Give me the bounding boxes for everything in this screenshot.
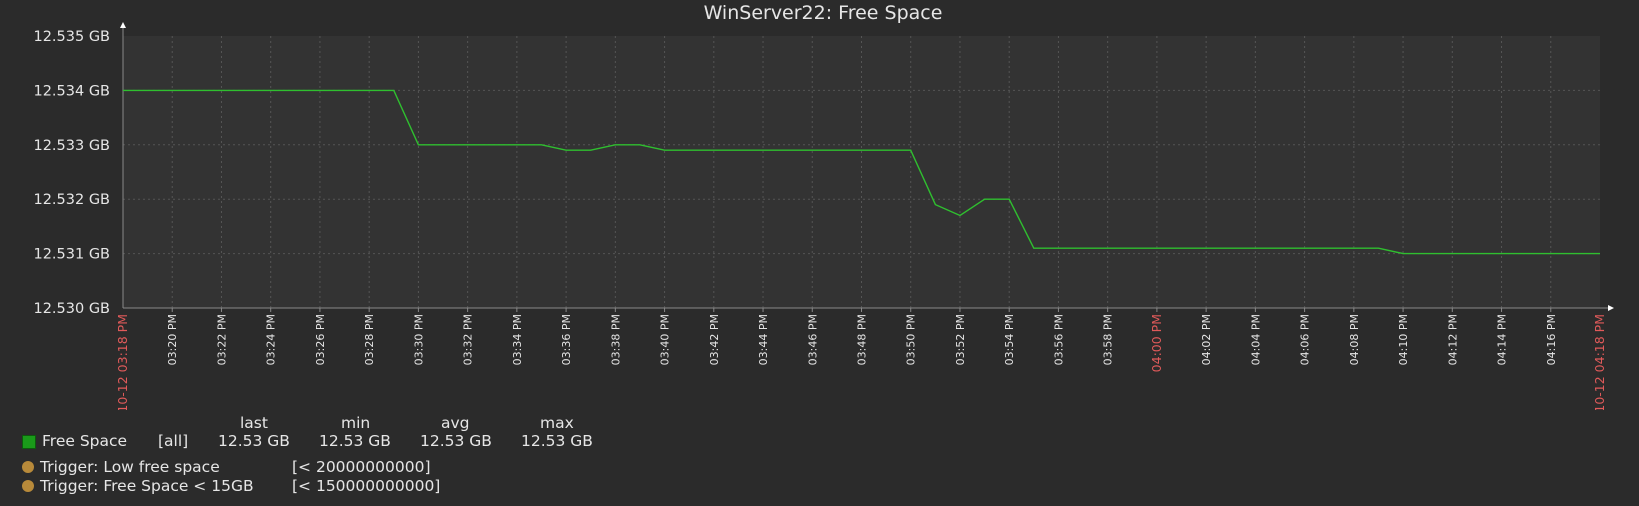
y-tick-label: 12.531 GB xyxy=(33,247,110,263)
x-tick-label: 03:32 PM xyxy=(462,314,475,365)
y-axis-arrow xyxy=(120,22,126,28)
legend-header-min: min xyxy=(341,414,371,432)
x-tick-label: 04:14 PM xyxy=(1496,314,1509,365)
x-tick-label: 03:42 PM xyxy=(708,314,721,365)
x-axis-arrow xyxy=(1608,305,1614,311)
x-tick-label: 04:06 PM xyxy=(1299,314,1312,365)
legend-series-name: Free Space xyxy=(42,432,128,450)
legend-header-last: last xyxy=(240,414,268,432)
x-tick-label: 03:56 PM xyxy=(1052,314,1065,365)
x-tick-label: 03:50 PM xyxy=(905,314,918,365)
trigger-value-free-space-15gb: [< 150000000000] xyxy=(292,477,441,495)
y-tick-label: 12.532 GB xyxy=(33,192,110,208)
legend-header-max: max xyxy=(540,414,574,432)
x-tick-label: 03:58 PM xyxy=(1102,314,1115,365)
trigger-label-low-free-space: Trigger: Low free space xyxy=(40,458,220,476)
legend-series-max: 12.53 GB xyxy=(521,432,593,450)
legend-series-avg: 12.53 GB xyxy=(420,432,492,450)
legend-header-avg: avg xyxy=(441,414,470,432)
y-tick-label: 12.535 GB xyxy=(33,29,110,45)
x-tick-label: 04:16 PM xyxy=(1545,314,1558,365)
trigger-dot-free-space-15gb xyxy=(22,480,34,492)
series-line-free-space xyxy=(123,89,1600,255)
legend-series-min: 12.53 GB xyxy=(319,432,391,450)
x-tick-label: 03:26 PM xyxy=(314,314,327,365)
x-tick-label: 03:54 PM xyxy=(1003,314,1016,365)
x-tick-label: 03:24 PM xyxy=(265,314,278,365)
x-tick-label: 03:44 PM xyxy=(757,314,770,365)
x-tick-label: 04:10 PM xyxy=(1397,314,1410,365)
legend-series-swatch xyxy=(22,435,36,449)
x-tick-label: 03:36 PM xyxy=(560,314,573,365)
x-tick-label: 04:12 PM xyxy=(1446,314,1459,365)
x-tick-label: 03:40 PM xyxy=(659,314,672,365)
trigger-label-free-space-15gb: Trigger: Free Space < 15GB xyxy=(40,477,254,495)
x-tick-label: 03:52 PM xyxy=(954,314,967,365)
y-tick-label: 12.534 GB xyxy=(33,83,110,99)
legend-series-func: [all] xyxy=(158,432,189,450)
x-tick-label: 03:20 PM xyxy=(166,314,179,365)
chart-title: WinServer22: Free Space xyxy=(704,2,943,24)
x-tick-label: 04:08 PM xyxy=(1348,314,1361,365)
legend-series-last: 12.53 GB xyxy=(218,432,290,450)
x-tick-label: 03:28 PM xyxy=(363,314,376,365)
trigger-dot-low-free-space xyxy=(22,461,34,473)
x-tick-label: 03:48 PM xyxy=(856,314,869,365)
free-space-chart: WinServer22: Free Space 12.535 GB 12.534 … xyxy=(33,2,1614,410)
x-tick-label: 03:38 PM xyxy=(609,314,622,365)
x-start-label: 10-12 03:18 PM xyxy=(115,314,130,410)
x-tick-label: 03:34 PM xyxy=(511,314,524,365)
x-tick-label: 03:30 PM xyxy=(412,314,425,365)
y-tick-label: 12.533 GB xyxy=(33,138,110,154)
x-tick-label: 04:02 PM xyxy=(1200,314,1213,365)
x-tick-label: 03:46 PM xyxy=(806,314,819,365)
trigger-value-low-free-space: [< 20000000000] xyxy=(292,458,431,476)
x-tick-label: 04:04 PM xyxy=(1249,314,1262,365)
x-tick-label: 04:00 PM xyxy=(1149,314,1164,372)
x-tick-label: 03:22 PM xyxy=(215,314,228,365)
y-tick-label: 12.530 GB xyxy=(33,301,110,317)
x-end-label: 10-12 04:18 PM xyxy=(1592,314,1607,410)
